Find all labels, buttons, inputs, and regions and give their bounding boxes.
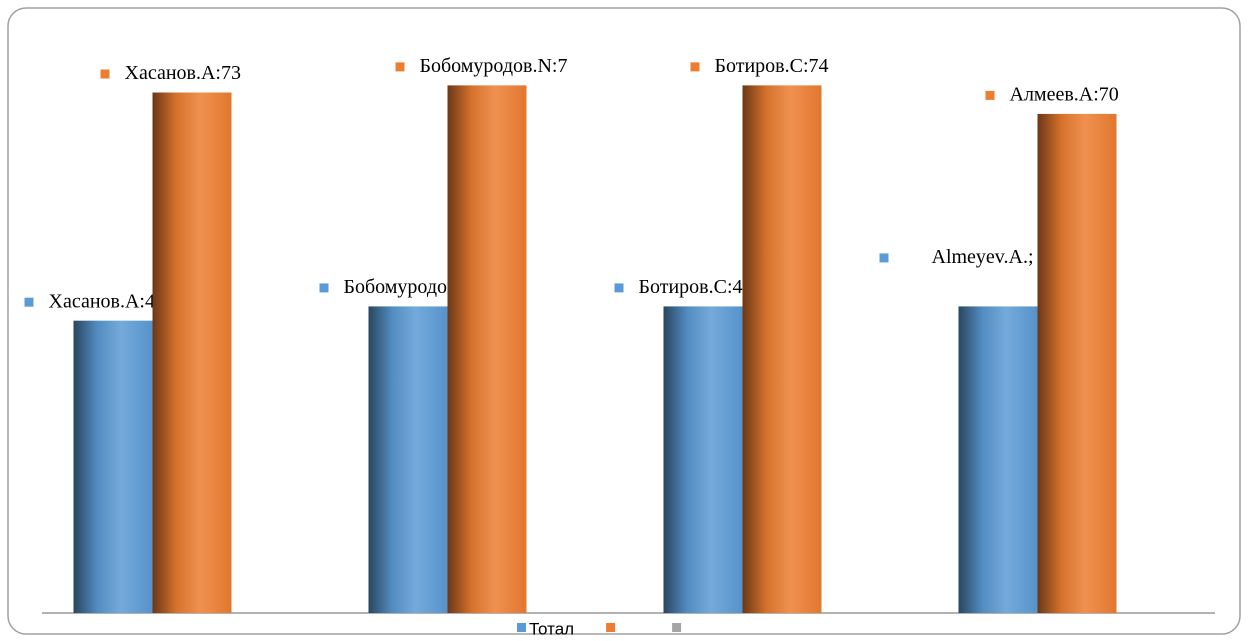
data-label: Хасанов.А:73 [125,62,241,84]
label-swatch [985,90,995,100]
bar [368,306,448,613]
chart-frame [7,7,1241,635]
label-swatch [319,283,329,293]
bar [958,306,1038,613]
data-label: Алмеев.А:70 [1010,83,1119,105]
bar [742,85,822,613]
legend-swatch [517,623,526,632]
bar [447,85,527,613]
data-label: Ботиров.С:43 [639,276,753,298]
legend-label: Тотал [529,619,574,638]
data-label: Хасанов.А:41 [49,290,165,312]
label-swatch [690,62,700,72]
bar [152,92,232,613]
label-swatch [100,69,110,79]
data-label: Ботиров.С:74 [715,55,829,77]
bar [1037,113,1117,614]
label-swatch [395,62,405,72]
data-label: Almeyev.A.; 43 [932,246,1059,268]
legend-swatch [672,623,682,632]
data-label: Бобомуродов.N:7 [420,55,568,77]
label-swatch [879,253,889,263]
legend-swatch [606,623,616,632]
bar [663,306,743,613]
label-swatch [24,297,34,307]
label-swatch [614,283,624,293]
bar [73,320,153,613]
